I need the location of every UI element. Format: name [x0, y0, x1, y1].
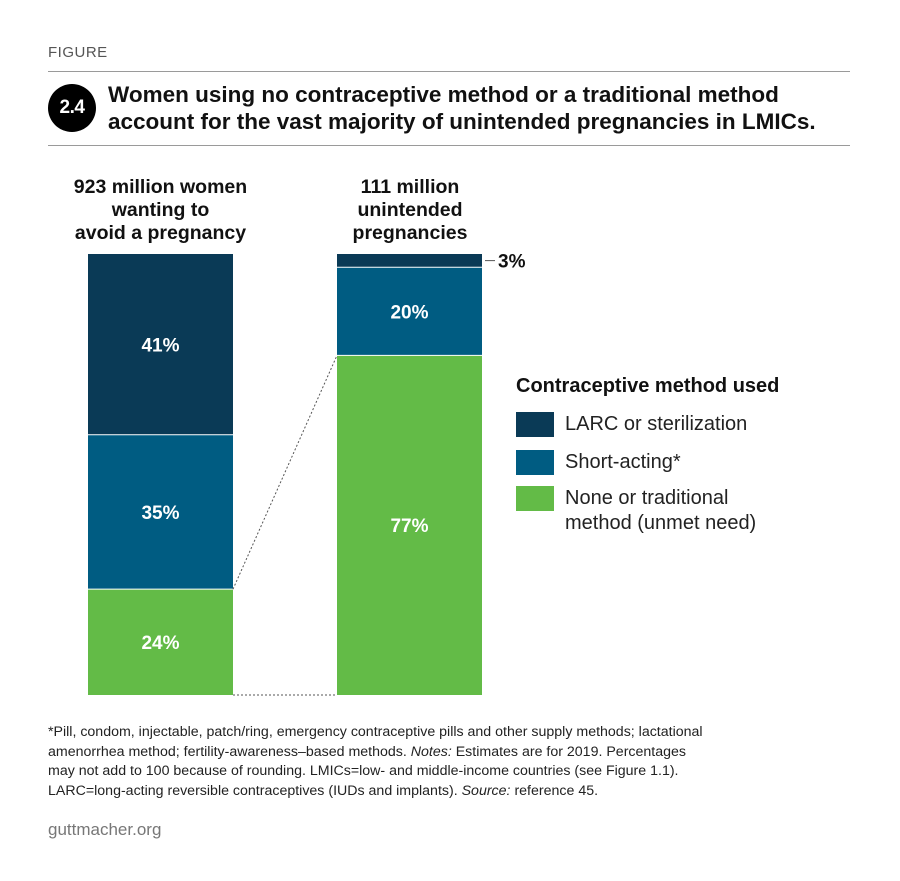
legend-label-larc-line-1: LARC or sterilization	[565, 413, 748, 435]
footnote-line-2: amenorrhea method; fertility-awareness–b…	[48, 743, 848, 763]
footnote: *Pill, condom, injectable, patch/ring, e…	[48, 723, 848, 801]
footnote-notes-label: Notes:	[410, 743, 452, 760]
right-column-heading: 111 million unintended pregnancies	[310, 176, 510, 245]
legend-swatch-short-acting	[516, 450, 554, 475]
source-url[interactable]: guttmacher.org	[48, 820, 162, 839]
figure-number-badge: 2.4	[48, 84, 96, 132]
bar-segment-women-larc	[88, 254, 233, 435]
bar-segment-pregnancies-shortacting	[337, 267, 482, 356]
data-label: 77%	[390, 516, 428, 537]
right-heading-line-3: pregnancies	[352, 222, 468, 244]
bar-segment-women-none	[88, 589, 233, 695]
connector-line-top	[232, 355, 338, 590]
data-label: 3%	[498, 252, 526, 273]
left-column-heading: 923 million women wanting to avoid a pre…	[48, 176, 273, 245]
legend-swatch-larc	[516, 412, 554, 437]
data-label: 41%	[141, 335, 179, 356]
figure-title-line-1: Women using no contraceptive method or a…	[108, 82, 779, 107]
legend-label-none-traditional-line-2: method (unmet need)	[565, 512, 757, 534]
legend-item-larc: LARC or sterilization	[516, 412, 747, 437]
footnote-line-1: *Pill, condom, injectable, patch/ring, e…	[48, 724, 703, 740]
legend-item-none-traditional: None or traditional method (unmet need)	[516, 486, 756, 536]
top-divider	[48, 71, 850, 72]
figure-title: Women using no contraceptive method or a…	[108, 81, 848, 135]
figure-label: FIGURE	[48, 44, 108, 61]
bar-segment-women-shortacting	[88, 434, 233, 590]
left-heading-line-2: wanting to	[111, 199, 210, 221]
figure-title-line-2: account for the vast majority of uninten…	[108, 109, 816, 134]
data-label: 35%	[141, 503, 179, 524]
left-heading-line-3: avoid a pregnancy	[74, 222, 247, 244]
legend-label-none-traditional: None or traditional method (unmet need)	[565, 486, 756, 536]
legend-item-short-acting: Short-acting*	[516, 450, 681, 475]
legend-swatch-none-traditional	[516, 486, 554, 511]
footnote-line-4: LARC=long-acting reversible contraceptiv…	[48, 782, 848, 802]
left-heading-line-1: 923 million women	[73, 176, 248, 198]
legend-label-larc: LARC or sterilization	[565, 412, 747, 437]
data-label: 24%	[141, 633, 179, 654]
data-label: 20%	[390, 302, 428, 323]
footnote-line-2-text: amenorrhea method; fertility-awareness–b…	[48, 743, 411, 760]
bar-segment-pregnancies-larc	[337, 254, 482, 268]
bar-segment-pregnancies-none	[337, 355, 482, 695]
footnote-line-3: may not add to 100 because of rounding. …	[48, 763, 679, 779]
right-heading-line-1: 111 million	[360, 176, 460, 198]
legend-label-none-traditional-line-1: None or traditional	[565, 487, 729, 509]
footnote-line-4-text: LARC=long-acting reversible contraceptiv…	[48, 782, 462, 799]
footnote-line-2-rest: Estimates are for 2019. Percentages	[451, 743, 686, 760]
footnote-source-label: Source:	[461, 782, 511, 799]
title-divider	[48, 145, 850, 146]
legend-label-short-acting-line-1: Short-acting*	[565, 451, 681, 473]
legend-title: Contraceptive method used	[516, 375, 780, 397]
legend-label-short-acting: Short-acting*	[565, 450, 681, 475]
footnote-line-4-rest: reference 45.	[510, 782, 599, 799]
right-heading-line-2: unintended	[357, 199, 463, 221]
